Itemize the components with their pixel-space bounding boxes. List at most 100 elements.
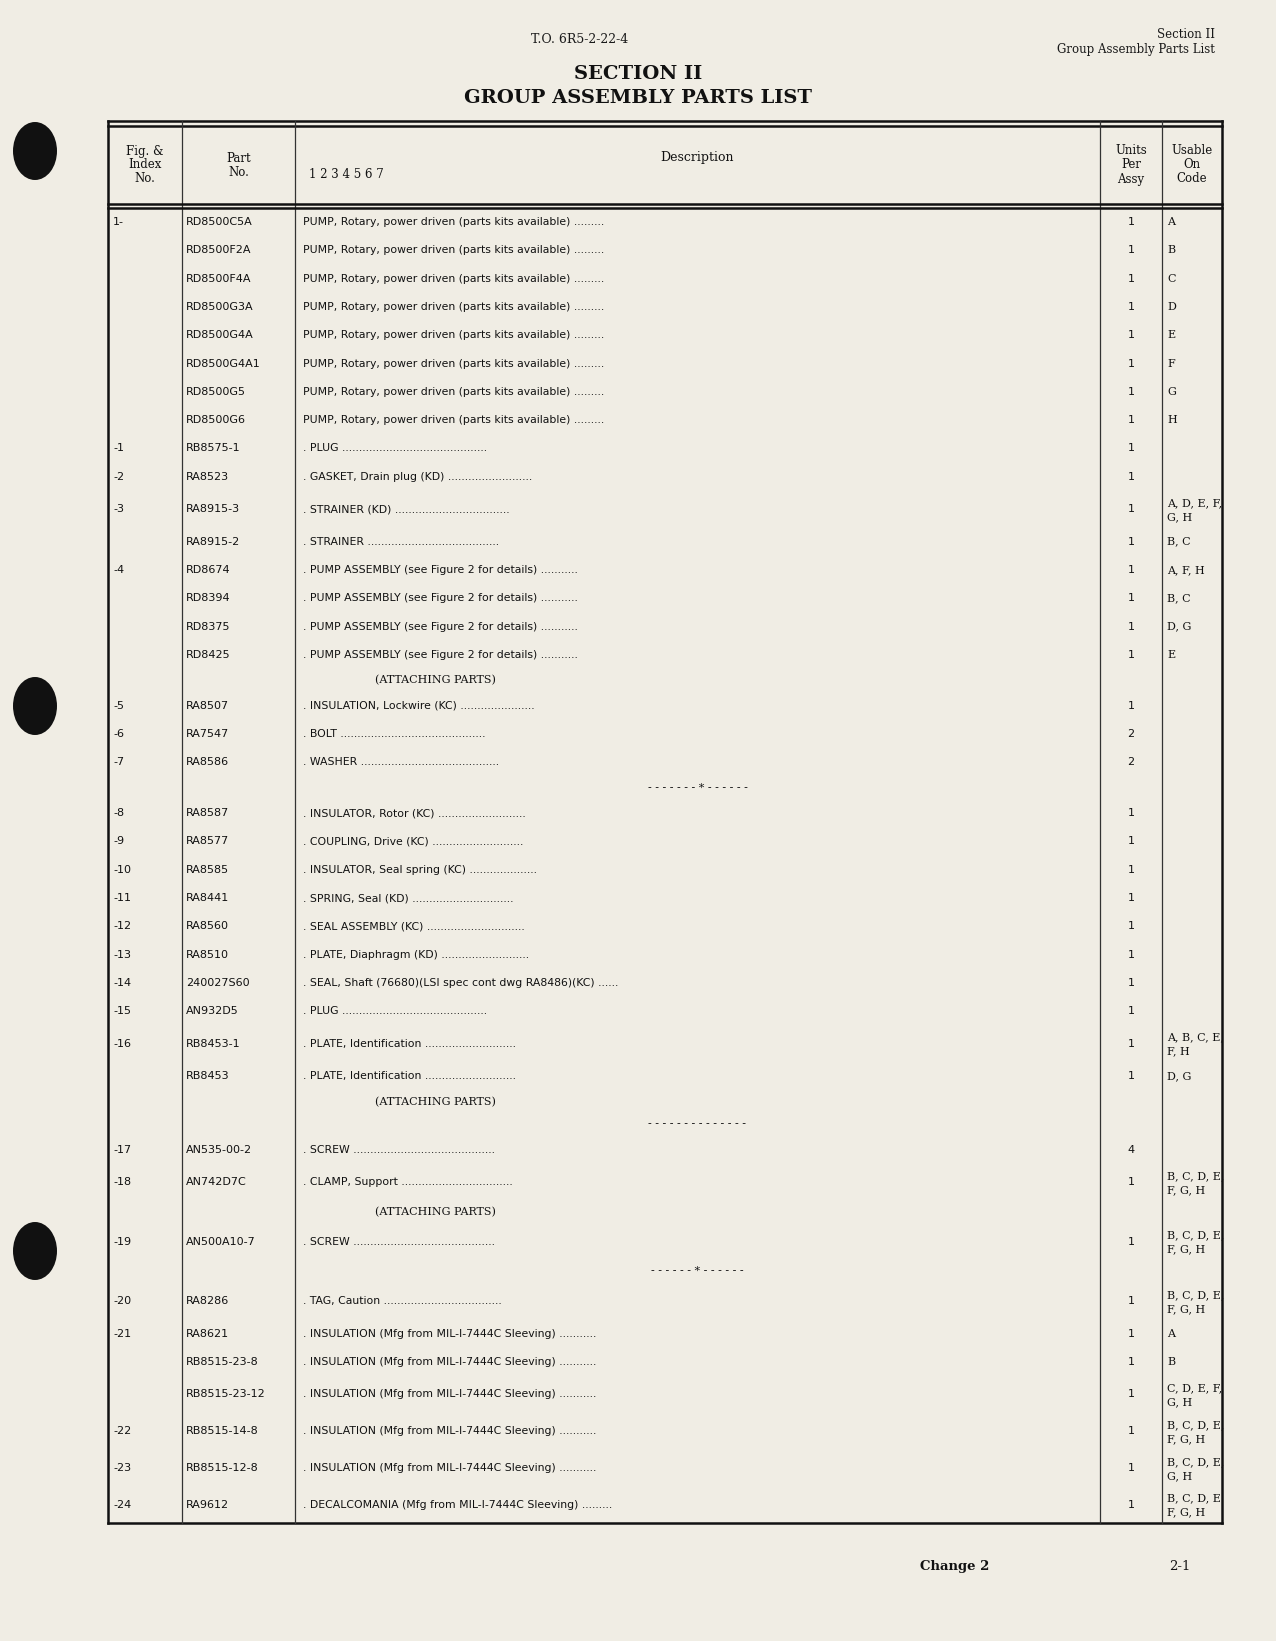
Text: 2-1: 2-1 <box>1169 1561 1191 1574</box>
Text: Fig. &: Fig. & <box>126 144 163 158</box>
Text: (ATTACHING PARTS): (ATTACHING PARTS) <box>375 674 496 686</box>
Text: F, G, H: F, G, H <box>1168 1244 1206 1255</box>
Text: Group Assembly Parts List: Group Assembly Parts List <box>1057 43 1215 56</box>
Text: -17: -17 <box>114 1145 131 1155</box>
Text: 1: 1 <box>1128 594 1134 604</box>
Text: No.: No. <box>134 172 156 185</box>
Text: -22: -22 <box>114 1426 131 1436</box>
Text: 1-: 1- <box>114 217 124 226</box>
Text: Change 2: Change 2 <box>920 1561 989 1574</box>
Text: Part: Part <box>226 151 251 164</box>
Text: B, C, D, E,: B, C, D, E, <box>1168 1457 1225 1467</box>
Text: . PLATE, Identification ...........................: . PLATE, Identification ................… <box>302 1072 516 1081</box>
Text: -18: -18 <box>114 1177 131 1186</box>
Text: RA8286: RA8286 <box>186 1296 230 1306</box>
Text: - - - - - - - - - - - - - -: - - - - - - - - - - - - - - <box>648 1119 746 1129</box>
Text: . INSULATOR, Rotor (KC) ..........................: . INSULATOR, Rotor (KC) ................… <box>302 807 526 819</box>
Text: -13: -13 <box>114 950 131 960</box>
Text: E: E <box>1168 330 1175 340</box>
Text: . PLATE, Identification ...........................: . PLATE, Identification ................… <box>302 1039 516 1049</box>
Text: -11: -11 <box>114 893 131 903</box>
Text: -23: -23 <box>114 1462 131 1474</box>
Text: -4: -4 <box>114 565 124 574</box>
Text: C: C <box>1168 274 1175 284</box>
Text: -16: -16 <box>114 1039 131 1049</box>
Text: 2: 2 <box>1128 757 1134 768</box>
Text: RA8560: RA8560 <box>186 921 228 932</box>
Text: F, G, H: F, G, H <box>1168 1185 1206 1195</box>
Text: 1: 1 <box>1128 865 1134 875</box>
Ellipse shape <box>13 121 57 181</box>
Text: B, C, D, E: B, C, D, E <box>1168 1493 1221 1503</box>
Text: 1: 1 <box>1128 1329 1134 1339</box>
Text: PUMP, Rotary, power driven (parts kits available) .........: PUMP, Rotary, power driven (parts kits a… <box>302 387 605 397</box>
Text: SECTION II: SECTION II <box>574 66 702 84</box>
Text: RD8500G6: RD8500G6 <box>186 415 246 425</box>
Text: RB8575-1: RB8575-1 <box>186 443 241 453</box>
Text: 1: 1 <box>1128 1426 1134 1436</box>
Text: Section II: Section II <box>1157 28 1215 41</box>
Text: RD8500G4A1: RD8500G4A1 <box>186 358 260 369</box>
Text: . PUMP ASSEMBLY (see Figure 2 for details) ...........: . PUMP ASSEMBLY (see Figure 2 for detail… <box>302 622 578 632</box>
Text: RD8500G4A: RD8500G4A <box>186 330 254 340</box>
Text: RB8453-1: RB8453-1 <box>186 1039 241 1049</box>
Text: PUMP, Rotary, power driven (parts kits available) .........: PUMP, Rotary, power driven (parts kits a… <box>302 330 605 340</box>
Text: 2: 2 <box>1128 729 1134 738</box>
Text: A: A <box>1168 217 1175 226</box>
Text: AN932D5: AN932D5 <box>186 1006 239 1016</box>
Text: RD8500G3A: RD8500G3A <box>186 302 254 312</box>
Text: D, G: D, G <box>1168 622 1192 632</box>
Text: 1: 1 <box>1128 1390 1134 1400</box>
Text: -1: -1 <box>114 443 124 453</box>
Text: -9: -9 <box>114 837 124 847</box>
Text: B, C, D, E,: B, C, D, E, <box>1168 1172 1225 1182</box>
Text: . PLUG ...........................................: . PLUG .................................… <box>302 443 487 453</box>
Text: RD8375: RD8375 <box>186 622 231 632</box>
Text: F, G, H: F, G, H <box>1168 1305 1206 1314</box>
Text: -3: -3 <box>114 504 124 514</box>
Text: 1: 1 <box>1128 701 1134 711</box>
Text: G, H: G, H <box>1168 1470 1192 1480</box>
Text: . PLATE, Diaphragm (KD) ..........................: . PLATE, Diaphragm (KD) ................… <box>302 950 530 960</box>
Text: B, C, D, E,: B, C, D, E, <box>1168 1419 1225 1429</box>
Text: . PUMP ASSEMBLY (see Figure 2 for details) ...........: . PUMP ASSEMBLY (see Figure 2 for detail… <box>302 650 578 660</box>
Text: -21: -21 <box>114 1329 131 1339</box>
Text: -24: -24 <box>114 1500 131 1510</box>
Text: 1: 1 <box>1128 504 1134 514</box>
Text: . PUMP ASSEMBLY (see Figure 2 for details) ...........: . PUMP ASSEMBLY (see Figure 2 for detail… <box>302 565 578 574</box>
Text: - - - - - - * - - - - - -: - - - - - - * - - - - - - <box>651 1267 744 1277</box>
Text: A, B, C, E,: A, B, C, E, <box>1168 1032 1224 1042</box>
Text: PUMP, Rotary, power driven (parts kits available) .........: PUMP, Rotary, power driven (parts kits a… <box>302 358 605 369</box>
Text: 1: 1 <box>1128 921 1134 932</box>
Ellipse shape <box>13 1223 57 1280</box>
Text: . INSULATION (Mfg from MIL-I-7444C Sleeving) ...........: . INSULATION (Mfg from MIL-I-7444C Sleev… <box>302 1462 596 1474</box>
Text: -12: -12 <box>114 921 131 932</box>
Text: -19: -19 <box>114 1237 131 1247</box>
Text: . INSULATION, Lockwire (KC) ......................: . INSULATION, Lockwire (KC) ............… <box>302 701 535 711</box>
Text: 1: 1 <box>1128 330 1134 340</box>
Text: PUMP, Rotary, power driven (parts kits available) .........: PUMP, Rotary, power driven (parts kits a… <box>302 246 605 256</box>
Text: 1: 1 <box>1128 1006 1134 1016</box>
Text: RA8585: RA8585 <box>186 865 230 875</box>
Text: F, H: F, H <box>1168 1047 1189 1057</box>
Text: RD8394: RD8394 <box>186 594 231 604</box>
Text: RA8587: RA8587 <box>186 807 230 819</box>
Text: AN500A10-7: AN500A10-7 <box>186 1237 255 1247</box>
Text: RA8621: RA8621 <box>186 1329 230 1339</box>
Text: - - - - - - - * - - - - - -: - - - - - - - * - - - - - - <box>647 783 748 793</box>
Text: -7: -7 <box>114 757 124 768</box>
Text: 1: 1 <box>1128 471 1134 482</box>
Text: D, G: D, G <box>1168 1072 1192 1081</box>
Text: 1: 1 <box>1128 565 1134 574</box>
Text: Code: Code <box>1176 172 1207 185</box>
Text: 1: 1 <box>1128 274 1134 284</box>
Text: H: H <box>1168 415 1176 425</box>
Text: . INSULATION (Mfg from MIL-I-7444C Sleeving) ...........: . INSULATION (Mfg from MIL-I-7444C Sleev… <box>302 1357 596 1367</box>
Text: D: D <box>1168 302 1176 312</box>
Text: A, F, H: A, F, H <box>1168 565 1205 574</box>
Text: -2: -2 <box>114 471 124 482</box>
Text: F, G, H: F, G, H <box>1168 1434 1206 1444</box>
Text: GROUP ASSEMBLY PARTS LIST: GROUP ASSEMBLY PARTS LIST <box>464 89 812 107</box>
Text: 1: 1 <box>1128 302 1134 312</box>
Text: 240027S60: 240027S60 <box>186 978 250 988</box>
